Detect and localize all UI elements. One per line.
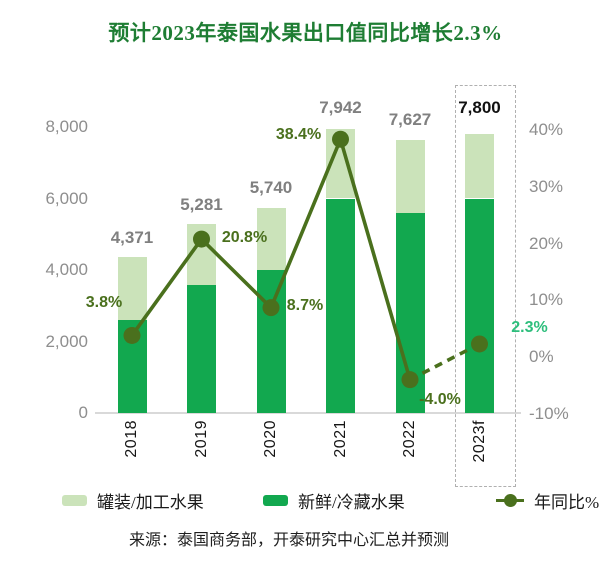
right-axis-tick: 40% [529,120,564,140]
right-axis-tick: 20% [529,233,564,253]
legend-item-canned: 罐装/加工水果 [62,488,204,512]
source-note: 来源：泰国商务部，开泰研究中心汇总并预测 [128,532,449,549]
forecast-highlight-box [455,85,516,487]
bar-total-label-2022: 7,627 [388,110,432,130]
legend-label-canned: 罐装/加工水果 [97,492,204,512]
legend-item-fresh: 新鲜/冷藏水果 [263,488,405,512]
left-axis-tick: 0 [78,403,88,422]
x-axis-label-2023f: 2023f [470,420,488,463]
yoy-line-marker-icon [496,493,524,507]
left-axis-tick: 4,000 [45,260,88,279]
bar-segment-fresh-2020 [256,270,286,413]
left-axis-tick: 2,000 [45,331,88,351]
bar-total-label-2019: 5,281 [180,195,223,215]
right-axis-tick: 30% [529,176,564,196]
x-axis-label-2022: 2022 [401,420,418,458]
yoy-point-label-2023f: 2.3% [511,318,548,336]
right-axis-tick: -10% [529,403,569,423]
bar-total-label-2018: 4,371 [110,227,154,247]
bar-total-label-2021: 7,942 [319,98,362,118]
bar-segment-fresh-2019 [187,285,216,413]
right-axis-tick: 10% [529,290,564,310]
x-axis-label-2019: 2019 [192,420,210,458]
bar-segment-canned-2023f [465,134,494,199]
bar-segment-fresh-2018 [117,320,147,413]
x-axis-line [95,412,521,414]
legend-label-yoy: 年同比% [534,492,600,512]
yoy-point-label-2019: 20.8% [221,229,268,247]
x-axis-label-2021: 2021 [331,420,349,458]
legend-item-yoy: 年同比% [496,488,599,512]
yoy-point-label-2018: 3.8% [85,294,123,312]
canned-swatch-icon [62,494,87,506]
x-axis-label-2018: 2018 [123,420,140,458]
legend: 罐装/加工水果 新鲜/冷藏水果 年同比% [0,488,611,512]
left-axis-tick: 8,000 [45,117,88,136]
chart-title: 预计2023年泰国水果出口值同比增长2.3% [108,21,503,45]
bar-total-label-2023f: 7,800 [458,98,501,118]
bar-total-label-2020: 5,740 [249,177,293,197]
right-axis-tick: 0% [529,347,554,366]
fresh-swatch-icon [263,494,288,506]
left-axis-tick: 6,000 [45,188,88,208]
yoy-point-label-2020: 8.7% [286,296,324,314]
bar-segment-canned-2022 [395,140,425,214]
bar-segment-fresh-2022 [395,213,425,413]
yoy-point-label-2022: -4.0% [419,390,461,408]
legend-label-fresh: 新鲜/冷藏水果 [298,492,405,512]
yoy-point-label-2021: 38.4% [275,126,322,144]
x-axis-label-2020: 2020 [262,420,279,458]
